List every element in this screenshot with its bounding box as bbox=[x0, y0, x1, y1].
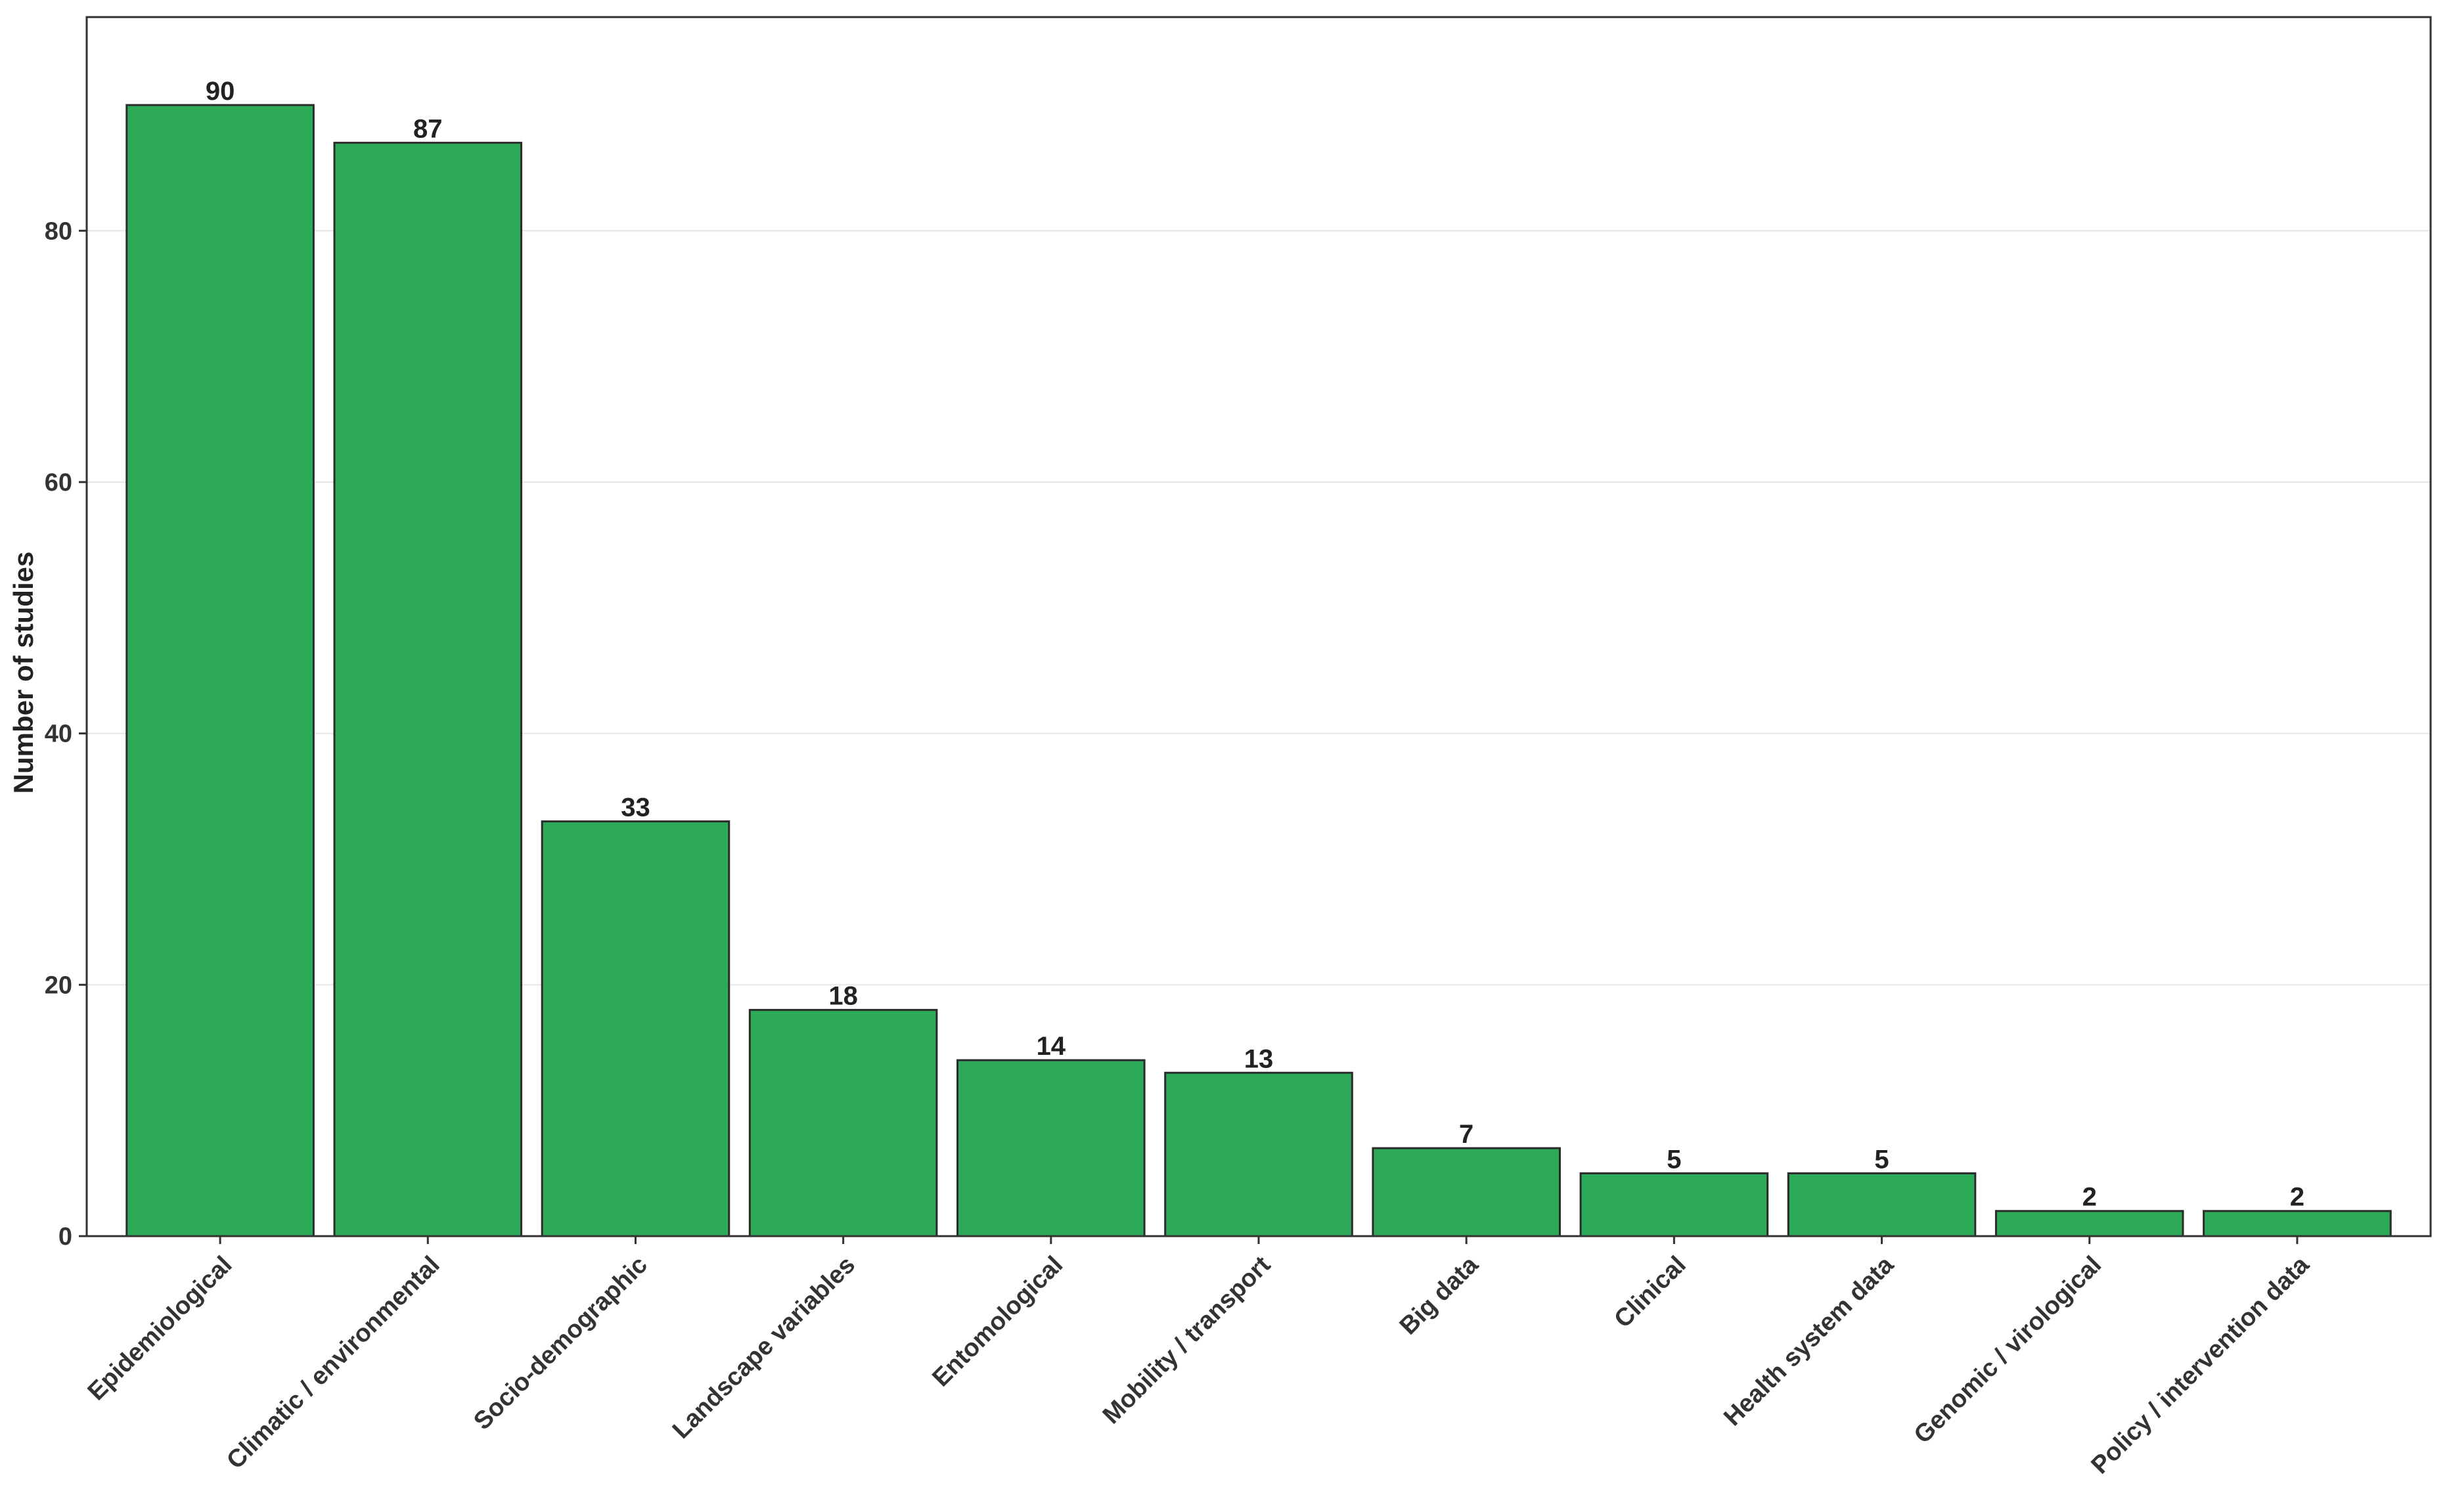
data-label: 5 bbox=[1667, 1145, 1681, 1174]
bar bbox=[333, 141, 523, 1237]
x-tick-label: Genomic / virological bbox=[1909, 1251, 2107, 1449]
data-label: 90 bbox=[206, 77, 235, 106]
data-label: 7 bbox=[1459, 1120, 1473, 1149]
data-label: 33 bbox=[621, 793, 650, 822]
bar bbox=[1994, 1210, 2184, 1237]
data-label: 2 bbox=[2290, 1183, 2304, 1212]
x-tick-label: Socio-demographic bbox=[468, 1251, 653, 1436]
data-label: 87 bbox=[413, 114, 443, 143]
x-tick-label: Big data bbox=[1395, 1251, 1484, 1340]
y-tick-label: 40 bbox=[45, 721, 72, 748]
bar bbox=[541, 820, 730, 1237]
x-tick-label: Health system data bbox=[1719, 1251, 1899, 1431]
x-tick-label: Mobility / transport bbox=[1098, 1251, 1276, 1429]
bar bbox=[125, 104, 315, 1237]
x-tick-label: Policy / intervention data bbox=[2086, 1251, 2315, 1479]
bar bbox=[1787, 1172, 1977, 1237]
x-tick-label: Landscape variables bbox=[667, 1251, 861, 1444]
bar bbox=[1372, 1147, 1561, 1237]
data-label: 14 bbox=[1037, 1032, 1066, 1061]
y-tick-label: 80 bbox=[45, 217, 72, 245]
x-tick-label: Climatic / environmental bbox=[221, 1251, 445, 1475]
bar bbox=[1579, 1172, 1769, 1237]
data-label: 5 bbox=[1874, 1145, 1889, 1174]
bar bbox=[2203, 1210, 2392, 1237]
x-tick-label: Entomological bbox=[927, 1251, 1068, 1392]
y-tick-label: 60 bbox=[45, 469, 72, 497]
y-axis-title: Number of studies bbox=[8, 552, 39, 794]
value-labels: 90 87 33 18 14 13 7 5 5 2 2 bbox=[206, 77, 2304, 1212]
y-axis: 0 20 40 60 80 bbox=[45, 217, 87, 1251]
bar bbox=[1164, 1071, 1353, 1237]
bar bbox=[748, 1009, 938, 1237]
data-label: 2 bbox=[2082, 1183, 2097, 1212]
bar bbox=[956, 1059, 1146, 1237]
y-tick-label: 20 bbox=[45, 971, 72, 999]
x-tick-label: Clinical bbox=[1609, 1251, 1691, 1333]
y-tick-label: 0 bbox=[58, 1223, 72, 1251]
data-label: 13 bbox=[1244, 1044, 1274, 1073]
x-tick-label: Epidemiological bbox=[83, 1251, 238, 1406]
data-label: 18 bbox=[828, 982, 858, 1011]
